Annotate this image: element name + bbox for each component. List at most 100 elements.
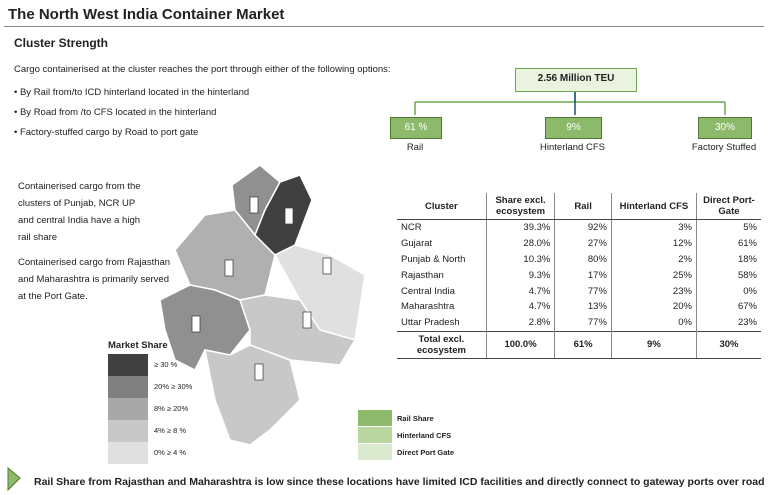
icon: [249, 196, 259, 214]
table-cell: 27%: [554, 235, 612, 252]
table-row: Uttar Pradesh 2.8% 77% 0% 23%: [397, 314, 761, 332]
table-header: Hinterland CFS: [610, 193, 697, 220]
icon: [284, 207, 294, 225]
table-header: Rail: [554, 193, 612, 220]
region-maharashtra: [204, 344, 301, 446]
table-cell: 9%: [610, 330, 697, 359]
icon: [254, 363, 264, 381]
table-cell: 2%: [610, 251, 697, 268]
intro: Cargo containerised at the cluster reach…: [14, 64, 391, 75]
table-cell: 39.3%: [485, 219, 555, 236]
table-cell: NCR: [401, 222, 422, 234]
table-cell: 100.0%: [485, 330, 555, 359]
table-row: NCR 39.3% 92% 3% 5%: [397, 219, 761, 236]
table-cell: 77%: [554, 314, 612, 332]
table-cell: 9.3%: [485, 267, 555, 284]
table-row: Central India 4.7% 77% 23% 0%: [397, 283, 761, 299]
tree-label: Hinterland CFS: [540, 142, 605, 153]
bullet: • By Road from /to CFS located in the hi…: [14, 107, 217, 118]
table-row: Maharashtra 4.7% 13% 20% 67%: [397, 298, 761, 315]
legend-label: 0% ≥ 4 %: [154, 448, 187, 457]
footer-arrow: [7, 466, 21, 492]
table-cell: 2.8%: [485, 314, 555, 332]
table-cell: Total excl. ecosystem: [397, 330, 487, 359]
legend-label: Rail Share: [397, 414, 434, 423]
subtitle: Cluster Strength: [14, 36, 109, 50]
table-cell: Punjab & North: [401, 253, 466, 265]
note: Containerised cargo from Rajasthan and M…: [18, 257, 171, 302]
note: Containerised cargo from the clusters of…: [18, 181, 141, 243]
table-cell: Rajasthan: [401, 269, 444, 281]
table: Cluster Share excl. ecosystem Rail Hinterla…: [397, 193, 761, 359]
tree-label: Factory Stuffed: [691, 142, 757, 153]
table-cell: 17%: [554, 267, 612, 284]
legend-swatch: [358, 444, 392, 460]
table-cell: 28.0%: [485, 235, 555, 252]
legend-label: 4% ≥ 8 %: [154, 426, 187, 435]
legend-swatch: [108, 442, 148, 464]
bullet: • By Rail from/to ICD hinterland located…: [14, 87, 250, 98]
table-cell: 80%: [554, 251, 612, 268]
bullet: • Factory-stuffed cargo by Road to port …: [14, 127, 199, 138]
tree-root: 2.56 Million TEU: [515, 68, 637, 92]
table-cell: 13%: [554, 298, 612, 315]
region-ncr: [254, 174, 313, 256]
table-cell: 30%: [695, 330, 761, 359]
legend-swatch: [108, 354, 148, 376]
table-cell: 23%: [610, 283, 697, 299]
icons: [191, 196, 332, 381]
title-rule: [4, 26, 764, 27]
table-cell: 25%: [610, 267, 697, 284]
footer: Rail Share from Rajasthan and Maharashtr…: [34, 476, 765, 488]
legend-label: Hinterland CFS: [397, 431, 452, 440]
legend-label: ≥ 30 %: [154, 360, 178, 369]
legend-label: Direct Port Gate: [397, 448, 455, 457]
icon: [191, 315, 201, 333]
table-cell: 10.3%: [485, 251, 555, 268]
icon: [302, 311, 312, 329]
legend-swatch: [358, 427, 392, 443]
table-header: Cluster: [397, 193, 487, 220]
table-cell: 4.7%: [485, 283, 555, 299]
table-cell: 58%: [695, 267, 761, 284]
table-cell: 18%: [695, 251, 761, 268]
icon: [224, 259, 234, 277]
table-cell: 5%: [695, 219, 761, 236]
map: [159, 164, 366, 446]
table-cell: 0%: [695, 283, 761, 299]
table-cell: 67%: [695, 298, 761, 315]
tree-label: Rail: [406, 142, 424, 153]
table-cell: 61%: [695, 235, 761, 252]
table-cell: Maharashtra: [401, 301, 455, 313]
title: The North West India Container Market: [8, 6, 285, 23]
bullets: • By Rail from/to ICD hinterland located…: [14, 83, 249, 143]
tree-node: 30%: [698, 117, 752, 139]
legend-label: 8% ≥ 20%: [154, 404, 189, 413]
table-row: Gujarat 28.0% 27% 12% 61%: [397, 235, 761, 252]
table-row: Rajasthan 9.3% 17% 25% 58%: [397, 267, 761, 284]
table-cell: 12%: [610, 235, 697, 252]
table-cell: 61%: [554, 330, 612, 359]
table-cell: 77%: [554, 283, 612, 299]
legend-title: Market Share: [108, 340, 168, 351]
table-cell: 92%: [554, 219, 612, 236]
tree-node: 9%: [545, 117, 602, 139]
legend-swatch: [108, 420, 148, 442]
table-row: Punjab & North 10.3% 80% 2% 18%: [397, 251, 761, 268]
legend-swatch: [108, 376, 148, 398]
icon: [322, 257, 332, 275]
table-cell: Gujarat: [401, 238, 433, 250]
table-cell: Central India: [401, 285, 455, 297]
legend-swatch: [358, 410, 392, 426]
tree-node: 61 %: [390, 117, 442, 139]
table-header: Direct Port-Gate: [695, 193, 761, 220]
table-cell: 23%: [695, 314, 761, 332]
legend-swatch: [108, 398, 148, 420]
table-cell: 20%: [610, 298, 697, 315]
table-header: Share excl. ecosystem: [485, 193, 555, 220]
table-cell: 3%: [610, 219, 697, 236]
table-cell: 4.7%: [485, 298, 555, 315]
table-total: Total excl. ecosystem 100.0% 61% 9% 30%: [397, 330, 761, 359]
